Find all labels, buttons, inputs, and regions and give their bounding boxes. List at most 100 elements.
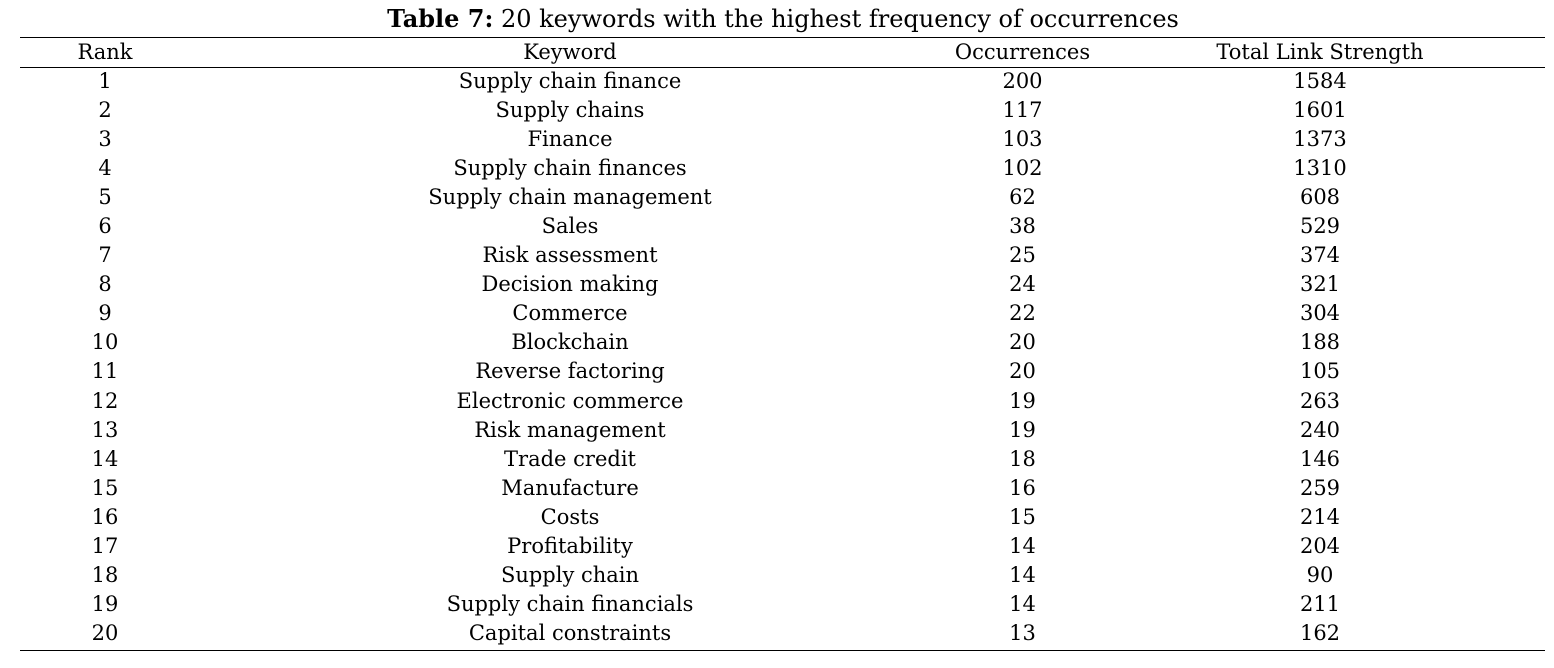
cell-rank: 15: [91, 475, 119, 500]
cell-rank: 1: [98, 69, 112, 94]
cell-keyword: Sales: [541, 214, 599, 239]
cell-rank: 4: [98, 156, 112, 181]
cell-total-link-strength: 263: [1299, 388, 1341, 413]
table-row: 15 Manufacture 16 259: [20, 474, 1545, 503]
table-header-rule: [20, 67, 1545, 68]
cell-rank: 20: [91, 620, 119, 645]
cell-total-link-strength: 374: [1299, 243, 1341, 268]
cell-keyword: Supply chain: [500, 562, 640, 587]
cell-total-link-strength: 188: [1299, 330, 1341, 355]
table-row: 8 Decision making 24 321: [20, 270, 1545, 299]
cell-keyword: Costs: [540, 504, 600, 529]
table-row: 10 Blockchain 20 188: [20, 328, 1545, 357]
cell-occurrences: 13: [1009, 620, 1036, 645]
header-rank: Rank: [77, 40, 133, 64]
table-row: 19 Supply chain financials 14 211: [20, 590, 1545, 619]
cell-keyword: Supply chain financials: [446, 591, 694, 616]
cell-rank: 16: [91, 504, 119, 529]
table-body: 1 Supply chain finance 200 1584 2 Supply chai…: [20, 67, 1545, 648]
cell-keyword: Capital constraints: [468, 620, 672, 645]
table-row: 12 Electronic commerce 19 263: [20, 387, 1545, 416]
cell-occurrences: 103: [1002, 127, 1043, 152]
cell-total-link-strength: 240: [1299, 417, 1341, 442]
table-caption: Table 7: 20 keywords with the highest fr…: [0, 4, 1554, 34]
cell-occurrences: 22: [1009, 301, 1036, 326]
cell-rank: 3: [98, 127, 112, 152]
cell-occurrences: 19: [1009, 417, 1036, 442]
cell-occurrences: 117: [1002, 98, 1043, 123]
cell-keyword: Manufacture: [501, 475, 639, 500]
table-bottom-rule: [20, 650, 1545, 651]
cell-rank: 6: [98, 214, 112, 239]
cell-occurrences: 38: [1009, 214, 1036, 239]
header-occurrences: Occurrences: [954, 40, 1091, 64]
cell-total-link-strength: 608: [1299, 185, 1341, 210]
cell-occurrences: 15: [1009, 504, 1036, 529]
cell-rank: 2: [98, 98, 112, 123]
header-keyword: Keyword: [523, 40, 617, 64]
cell-rank: 5: [98, 185, 112, 210]
cell-occurrences: 62: [1009, 185, 1036, 210]
table-row: 7 Risk assessment 25 374: [20, 241, 1545, 270]
table-row: 16 Costs 15 214: [20, 503, 1545, 532]
cell-total-link-strength: 321: [1299, 272, 1341, 297]
cell-rank: 18: [91, 562, 119, 587]
cell-rank: 19: [91, 591, 119, 616]
cell-total-link-strength: 259: [1299, 475, 1341, 500]
cell-occurrences: 25: [1009, 243, 1036, 268]
cell-rank: 7: [98, 243, 112, 268]
table-row: 20 Capital constraints 13 162: [20, 619, 1545, 648]
cell-keyword: Trade credit: [504, 446, 636, 471]
table-row: 18 Supply chain 14 90: [20, 561, 1545, 590]
cell-keyword: Finance: [527, 127, 613, 152]
cell-keyword: Profitability: [507, 533, 633, 558]
table-row: 4 Supply chain finances 102 1310: [20, 154, 1545, 183]
cell-rank: 9: [98, 301, 112, 326]
cell-total-link-strength: 162: [1299, 620, 1341, 645]
cell-occurrences: 24: [1009, 272, 1036, 297]
cell-keyword: Supply chain finances: [453, 156, 687, 181]
cell-rank: 12: [91, 388, 119, 413]
table-caption-text: 20 keywords with the highest frequency o…: [493, 5, 1179, 33]
cell-keyword: Decision making: [481, 272, 659, 297]
cell-rank: 11: [91, 359, 119, 384]
header-total-link-strength: Total Link Strength: [1216, 40, 1424, 64]
keywords-table: Rank Keyword Occurrences Total Link Stre…: [20, 38, 1545, 648]
cell-total-link-strength: 1584: [1293, 69, 1347, 94]
cell-rank: 8: [98, 272, 112, 297]
cell-total-link-strength: 1310: [1293, 156, 1347, 181]
cell-keyword: Risk assessment: [482, 243, 658, 268]
cell-total-link-strength: 1373: [1293, 127, 1347, 152]
table-header: Rank Keyword Occurrences Total Link Stre…: [20, 38, 1545, 67]
cell-total-link-strength: 529: [1299, 214, 1341, 239]
cell-total-link-strength: 204: [1299, 533, 1341, 558]
cell-occurrences: 14: [1009, 533, 1036, 558]
cell-occurrences: 14: [1009, 591, 1036, 616]
table-row: 5 Supply chain management 62 608: [20, 183, 1545, 212]
cell-keyword: Commerce: [512, 301, 628, 326]
table-row: 11 Reverse factoring 20 105: [20, 357, 1545, 386]
cell-total-link-strength: 146: [1299, 446, 1341, 471]
cell-total-link-strength: 304: [1299, 301, 1341, 326]
cell-keyword: Electronic commerce: [456, 388, 684, 413]
cell-occurrences: 102: [1002, 156, 1043, 181]
cell-occurrences: 14: [1009, 562, 1036, 587]
cell-keyword: Blockchain: [511, 330, 629, 355]
cell-occurrences: 19: [1009, 388, 1036, 413]
table-row: 1 Supply chain finance 200 1584: [20, 67, 1545, 96]
table-row: 3 Finance 103 1373: [20, 125, 1545, 154]
cell-keyword: Reverse factoring: [475, 359, 665, 384]
cell-occurrences: 20: [1009, 359, 1036, 384]
cell-total-link-strength: 211: [1299, 591, 1341, 616]
cell-rank: 10: [91, 330, 119, 355]
cell-total-link-strength: 214: [1299, 504, 1341, 529]
cell-rank: 17: [91, 533, 119, 558]
table-row: 6 Sales 38 529: [20, 212, 1545, 241]
cell-total-link-strength: 105: [1299, 359, 1341, 384]
table-caption-label: Table 7:: [387, 4, 494, 33]
cell-keyword: Supply chain management: [428, 185, 712, 210]
cell-keyword: Supply chain finance: [458, 69, 682, 94]
cell-keyword: Supply chains: [495, 98, 645, 123]
cell-occurrences: 200: [1002, 69, 1043, 94]
cell-total-link-strength: 1601: [1293, 98, 1347, 123]
